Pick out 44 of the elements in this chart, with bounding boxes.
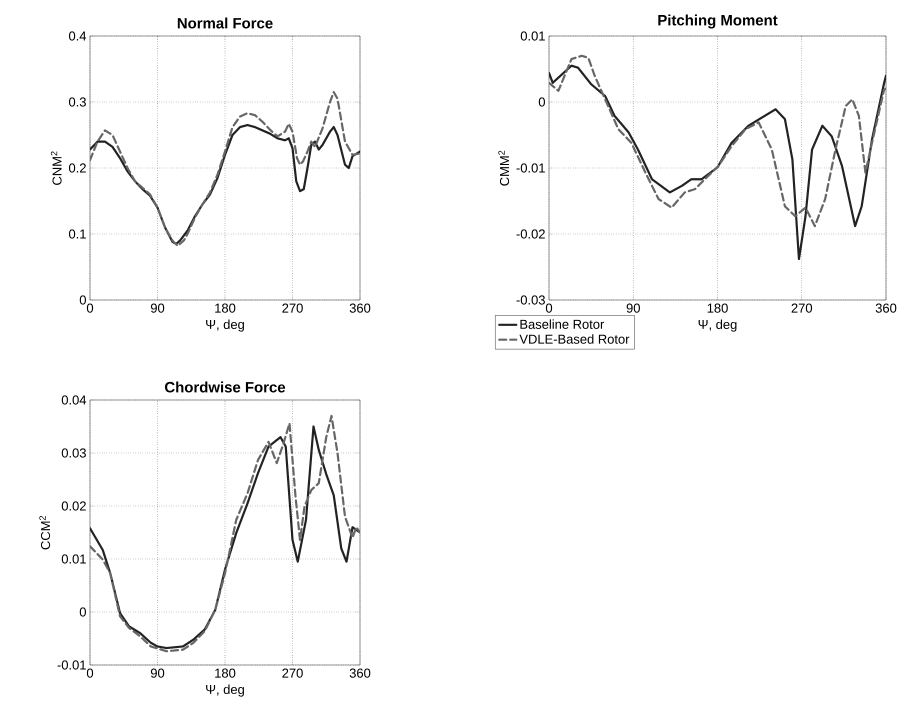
x-axis-title: Ψ, deg: [206, 320, 244, 332]
x-tick-label: 360: [876, 304, 896, 313]
y-tick-label: 0: [80, 607, 86, 617]
x-tick-label: 90: [626, 304, 640, 313]
y-tick-label: 0.04: [62, 395, 86, 405]
y-tick-label: -0.01: [516, 163, 545, 173]
y-tick-label: -0.03: [516, 295, 545, 305]
x-tick-label: 0: [86, 304, 94, 313]
x-tick-label: 90: [150, 304, 164, 313]
x-tick-label: 180: [708, 304, 728, 313]
x-tick-label: 270: [792, 304, 812, 313]
y-tick-label: 0.02: [62, 501, 86, 511]
chart-title: Normal Force: [178, 18, 273, 28]
y-tick-label: 0.1: [68, 229, 86, 239]
x-axis-title: Ψ, deg: [206, 684, 244, 697]
y-tick-label: 0.2: [68, 163, 86, 173]
x-tick-label: 0: [546, 304, 552, 313]
y-tick-label: 0: [80, 295, 86, 305]
y-axis-title: CCM$^{2}$: [39, 516, 50, 550]
y-tick-label: 0.03: [62, 448, 86, 458]
x-tick-label: 180: [215, 668, 236, 678]
y-tick-label: 0.4: [68, 31, 86, 41]
y-tick-label: -0.02: [516, 229, 545, 239]
legend-label: VDLE-Based Rotor: [519, 334, 630, 344]
y-tick-label: 0.01: [62, 554, 86, 564]
legend-label: Baseline Rotor: [520, 319, 604, 329]
x-axis-title: Ψ, deg: [698, 320, 736, 332]
y-tick-label: 0: [538, 97, 545, 107]
line-series: [549, 54, 886, 228]
y-axis-title: CMM$^{2}$: [498, 150, 510, 186]
y-tick-label: 0.01: [520, 31, 545, 41]
line-series: [549, 64, 886, 260]
x-tick-label: 270: [282, 668, 303, 678]
x-tick-label: 180: [215, 304, 236, 313]
x-tick-label: 360: [350, 668, 370, 678]
chart-title: Pitching Moment: [658, 14, 778, 29]
chart-title: Chordwise Force: [164, 382, 286, 392]
x-tick-label: 90: [150, 668, 164, 678]
x-tick-label: 270: [282, 304, 303, 313]
y-tick-label: 0.3: [68, 97, 86, 107]
x-tick-label: 0: [86, 668, 94, 678]
x-tick-label: 360: [350, 304, 370, 313]
y-tick-label: -0.01: [58, 660, 86, 670]
y-axis-title: CNM$^{2}$: [50, 151, 62, 185]
